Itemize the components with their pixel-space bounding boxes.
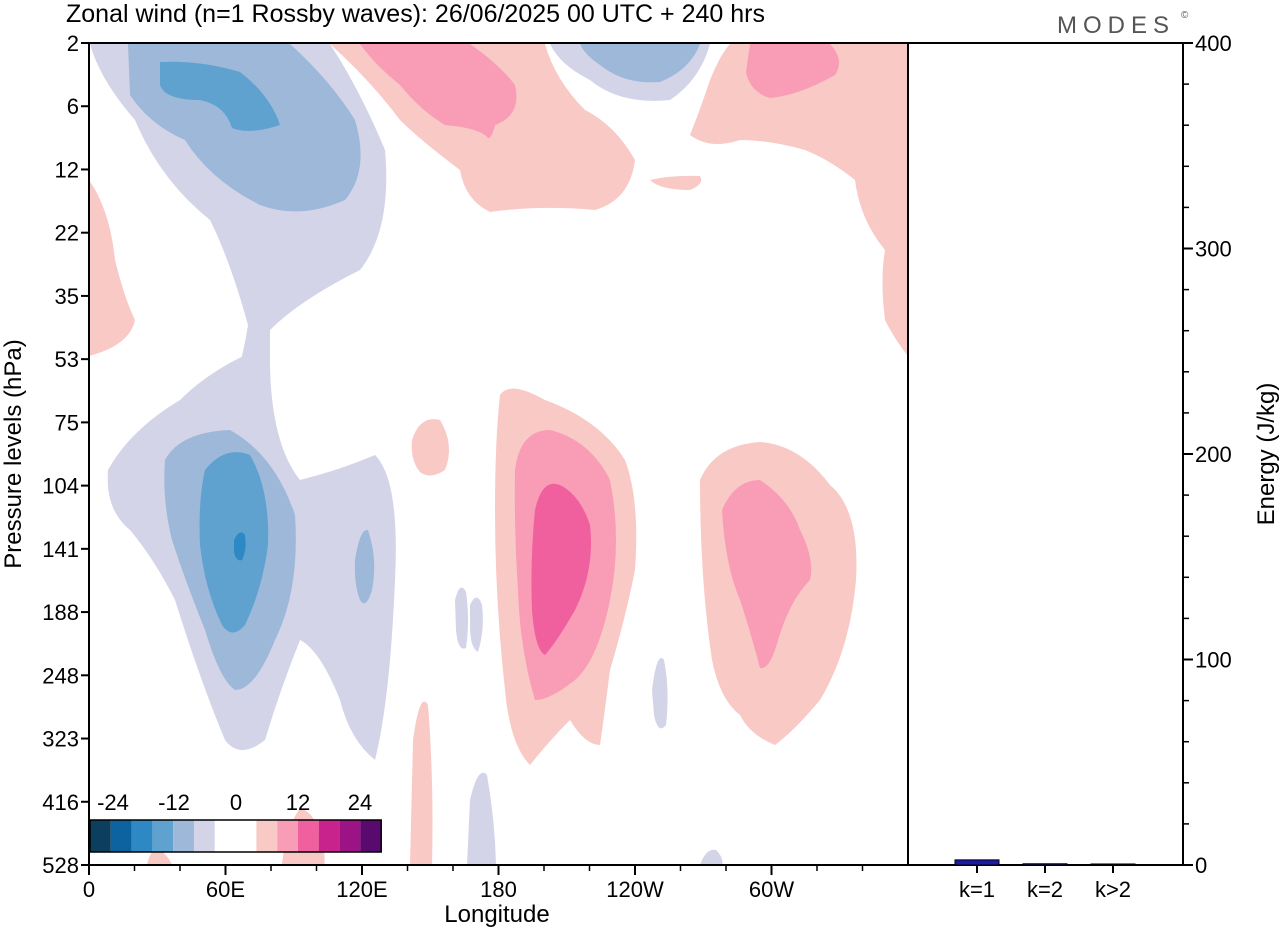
y-tick-label: 528 (42, 853, 79, 878)
colorbar-swatch (339, 820, 361, 852)
y-tick-label: 75 (55, 410, 79, 435)
y-tick-label: 248 (42, 663, 79, 688)
energy-category-label: k=2 (1027, 877, 1063, 902)
colorbar-label: -24 (97, 790, 129, 815)
neg-region-top-center-inner (580, 44, 700, 83)
y-tick-label: 188 (42, 600, 79, 625)
neg-blob-155w (652, 658, 668, 729)
energy-x-axis: k=1 k=2 k>2 (959, 865, 1131, 902)
neg-blob-170e-b (470, 597, 483, 652)
modes-logo: MODES © (1057, 10, 1189, 39)
neg-region-lower-inner (199, 452, 269, 633)
energy-bar-2 (1022, 863, 1068, 866)
colorbar-swatch (298, 820, 319, 852)
energy-axis-label: Energy (J/kg) (1253, 383, 1280, 526)
energy-y-tick-label: 0 (1195, 853, 1207, 878)
pos-region-right-inner (722, 480, 812, 669)
y-tick-label: 12 (55, 157, 79, 182)
pos-blob-130w-upper (650, 175, 702, 190)
colorbar-swatch (173, 820, 194, 852)
neg-blob-122e (354, 529, 375, 604)
x-tick-label: 60E (206, 877, 245, 902)
chart-title: Zonal wind (n=1 Rossby waves): 26/06/202… (66, 0, 765, 28)
x-tick-label: 0 (83, 877, 95, 902)
x-tick-label: 180 (480, 877, 517, 902)
neg-region-lower-core (234, 532, 246, 561)
x-axis-label: Longitude (444, 901, 549, 928)
energy-bar-chart: 0 100 200 300 400 k=1 k=2 k>2 Energy (J/kg) (907, 31, 1280, 902)
energy-bar-3 (1090, 863, 1136, 866)
energy-frame (907, 42, 1184, 866)
colorbar-label: 0 (230, 790, 242, 815)
y-tick-label: 323 (42, 727, 79, 752)
colorbar-swatch (235, 820, 257, 852)
colorbar-label: -12 (158, 790, 190, 815)
y-tick-label: 6 (67, 94, 79, 119)
energy-y-tick-label: 300 (1195, 237, 1232, 262)
energy-y-tick-label: 100 (1195, 648, 1232, 673)
colorbar-swatch (360, 820, 382, 852)
logo-mark: © (1181, 10, 1189, 21)
pos-region-upper-right-outer (690, 44, 908, 356)
x-tick-label: 120E (336, 877, 387, 902)
neg-blob-140w-bottom (700, 849, 723, 865)
colorbar-swatch (131, 820, 153, 852)
colorbar: -24 -12 0 12 24 (89, 790, 382, 853)
pos-blob-150e-bottom (410, 701, 433, 865)
colorbar-swatch (256, 820, 278, 852)
y-tick-label: 22 (55, 221, 79, 246)
y-axis: 2 6 12 22 35 53 75 104 141 188 248 323 416 528 (42, 31, 89, 878)
pos-region-upper-right-inner (746, 44, 839, 98)
pos-region-upper-center-inner (360, 44, 517, 138)
colorbar-swatch (194, 820, 215, 852)
y-tick-label: 104 (42, 474, 79, 499)
y-tick-label: 53 (55, 347, 79, 372)
x-tick-label: 120W (606, 877, 664, 902)
y-tick-label: 2 (67, 31, 79, 56)
x-axis: 0 60E 120E 180 120W 60W (83, 865, 864, 902)
energy-category-label: k>2 (1095, 877, 1131, 902)
x-tick-label: 60W (749, 877, 794, 902)
neg-blob-170e-a (455, 587, 468, 649)
colorbar-swatch (110, 820, 132, 852)
neg-blob-175e-bottom (467, 772, 496, 865)
pos-region-center-inner (531, 483, 591, 655)
colorbar-label: 24 (348, 790, 372, 815)
colorbar-swatch (214, 820, 236, 852)
colorbar-swatch (152, 820, 174, 852)
y-tick-label: 141 (42, 537, 79, 562)
energy-y-axis: 0 100 200 300 400 (1183, 31, 1232, 878)
pos-region-left-edge (89, 180, 135, 356)
colorbar-swatch (318, 820, 340, 852)
y-tick-label: 416 (42, 790, 79, 815)
energy-y-tick-label: 400 (1195, 31, 1232, 56)
colorbar-label: 12 (286, 790, 310, 815)
energy-category-label: k=1 (959, 877, 995, 902)
energy-bar-1 (954, 859, 1000, 866)
colorbar-swatch (90, 820, 111, 852)
pos-blob-150e (411, 419, 449, 476)
colorbar-swatch (277, 820, 298, 852)
zonal-wind-heatmap: -24 -12 0 12 24 0 60E 120E 180 120W 60W 2 6 12 22 35 5… (0, 31, 909, 928)
y-axis-label: Pressure levels (hPa) (0, 339, 27, 568)
y-tick-label: 35 (55, 284, 79, 309)
energy-y-tick-label: 200 (1195, 442, 1232, 467)
logo-text: MODES (1057, 12, 1175, 39)
neg-region-upper-inner (160, 61, 280, 131)
